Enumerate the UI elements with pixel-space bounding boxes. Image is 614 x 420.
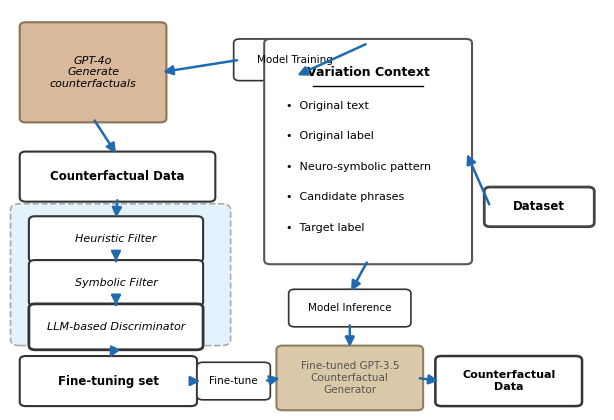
Text: •  Target label: • Target label [286, 223, 364, 233]
Text: Variation Context: Variation Context [306, 66, 430, 79]
FancyBboxPatch shape [289, 289, 411, 327]
Text: Fine-tuned GPT-3.5
Counterfactual
Generator: Fine-tuned GPT-3.5 Counterfactual Genera… [300, 361, 399, 394]
Text: •  Neuro-symbolic pattern: • Neuro-symbolic pattern [286, 162, 431, 172]
Text: GPT-4o
Generate
counterfactuals: GPT-4o Generate counterfactuals [50, 56, 136, 89]
Text: Model Training: Model Training [257, 55, 333, 65]
FancyBboxPatch shape [276, 346, 423, 410]
FancyBboxPatch shape [29, 216, 203, 262]
Text: •  Original label: • Original label [286, 131, 373, 141]
FancyBboxPatch shape [20, 152, 216, 202]
FancyBboxPatch shape [10, 204, 231, 346]
Text: Dataset: Dataset [513, 200, 565, 213]
Text: Counterfactual
Data: Counterfactual Data [462, 370, 555, 392]
FancyBboxPatch shape [484, 187, 594, 227]
Text: Model Inference: Model Inference [308, 303, 392, 313]
FancyBboxPatch shape [435, 356, 582, 406]
Text: •  Original text: • Original text [286, 101, 368, 111]
Text: •  Candidate phrases: • Candidate phrases [286, 192, 404, 202]
FancyBboxPatch shape [234, 39, 356, 81]
FancyBboxPatch shape [197, 362, 270, 400]
FancyBboxPatch shape [264, 39, 472, 264]
FancyBboxPatch shape [20, 22, 166, 122]
Text: Heuristic Filter: Heuristic Filter [76, 234, 157, 244]
FancyBboxPatch shape [20, 356, 197, 406]
Text: LLM-based Discriminator: LLM-based Discriminator [47, 322, 185, 332]
Text: Symbolic Filter: Symbolic Filter [74, 278, 157, 288]
Text: Fine-tune: Fine-tune [209, 376, 258, 386]
Text: Fine-tuning set: Fine-tuning set [58, 375, 159, 388]
FancyBboxPatch shape [29, 304, 203, 350]
Text: Counterfactual Data: Counterfactual Data [50, 170, 185, 183]
FancyBboxPatch shape [29, 260, 203, 306]
